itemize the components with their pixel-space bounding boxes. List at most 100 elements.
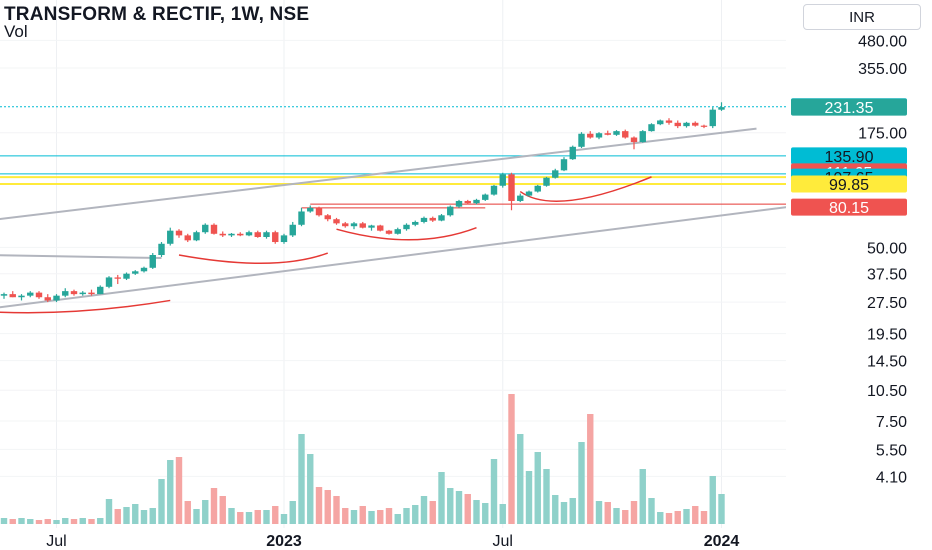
candle: [280, 233, 288, 244]
candle: [219, 231, 226, 237]
candle: [578, 132, 585, 149]
volume-bar: [315, 487, 323, 524]
volume-bar: [0, 518, 8, 524]
volume-bar: [193, 509, 200, 524]
candle: [263, 230, 270, 239]
candle: [604, 130, 611, 136]
candle: [648, 123, 655, 132]
volume-bar: [123, 507, 130, 524]
volume-bar: [27, 519, 34, 524]
volume-bar: [595, 501, 603, 524]
volume-bar: [350, 510, 358, 524]
y-tick-label: 4.10: [876, 469, 907, 486]
trend-line-2[interactable]: [0, 254, 162, 260]
drawing-lines: [0, 106, 836, 314]
price-label-red: 80.15: [791, 198, 907, 217]
volume-bar: [44, 519, 51, 524]
candle: [35, 291, 43, 299]
trend-line-0[interactable]: [0, 127, 757, 221]
currency-button[interactable]: INR: [803, 4, 921, 30]
candle: [342, 221, 349, 228]
volume-bar: [105, 499, 113, 524]
volume-bar: [622, 510, 629, 524]
candle: [595, 132, 603, 140]
volume-bar: [333, 496, 340, 524]
candle: [88, 289, 95, 296]
y-tick-label: 19.50: [867, 327, 907, 344]
pattern-curve-2[interactable]: [336, 226, 477, 241]
candle: [254, 230, 261, 238]
candle: [499, 172, 506, 188]
pattern-curve-1[interactable]: [178, 252, 329, 265]
price-label-text: 231.35: [825, 100, 874, 117]
volume-bar: [62, 518, 69, 524]
volume-bar: [604, 502, 611, 524]
volume-bar: [202, 500, 209, 524]
volume-bar: [552, 495, 559, 524]
volume-bar: [70, 519, 78, 524]
volume-bar: [219, 496, 226, 524]
candle: [385, 229, 393, 235]
candle: [193, 230, 200, 242]
volume-bar: [569, 498, 576, 524]
trend-line-1[interactable]: [0, 199, 836, 309]
volume-bar: [447, 488, 454, 524]
candle: [53, 294, 60, 303]
candle: [140, 266, 148, 273]
y-tick-label: 37.50: [867, 267, 907, 284]
volume-bar: [140, 510, 148, 524]
volume-bar: [158, 479, 165, 524]
y-tick-label: 175.00: [858, 126, 907, 143]
y-tick-label: 5.50: [876, 442, 907, 459]
price-label-green: 231.35: [791, 98, 907, 117]
volume-bar: [307, 454, 314, 524]
y-tick-label: 27.50: [867, 295, 907, 312]
candle: [657, 119, 664, 126]
candle: [639, 130, 646, 143]
price-axis-bg: [786, 0, 932, 550]
volume-bar: [709, 476, 716, 524]
volume-bar: [394, 514, 401, 524]
candle: [490, 184, 498, 196]
candle: [517, 193, 524, 203]
candle: [27, 291, 34, 298]
candle: [525, 190, 533, 197]
candle: [132, 270, 139, 275]
volume-bar: [543, 469, 550, 524]
volume-bar: [508, 394, 515, 524]
candle: [543, 176, 550, 187]
x-tick-label: 2023: [266, 533, 302, 550]
pattern-curve-0[interactable]: [0, 299, 171, 314]
candle: [158, 242, 165, 258]
volume-bar: [692, 506, 699, 524]
x-tick-label: 2024: [704, 533, 740, 550]
volume-bar: [254, 510, 261, 524]
volume-bar: [18, 518, 25, 524]
volume-bar: [35, 520, 43, 524]
candle: [167, 227, 174, 246]
volume-bar: [403, 508, 410, 524]
candle: [420, 216, 428, 224]
volume-bar: [499, 504, 506, 524]
volume-bar: [482, 503, 489, 524]
candle: [464, 199, 471, 205]
candle: [333, 217, 340, 225]
candlesticks: [0, 102, 725, 303]
candle: [315, 206, 323, 217]
candle: [114, 274, 121, 285]
volume-indicator-label[interactable]: Vol: [4, 22, 28, 41]
price-axis: 480.00 355.00 175.00 50.00 37.50 27.50 19.50 14…: [786, 0, 932, 550]
volume-bar: [359, 506, 366, 524]
volume-bar: [639, 469, 646, 524]
y-tick-label: 355.00: [858, 61, 907, 78]
volume-bar: [420, 496, 428, 524]
volume-bar: [657, 512, 664, 524]
candle: [630, 136, 638, 150]
candle: [97, 285, 104, 295]
price-label-text: 135.90: [825, 149, 874, 166]
candle: [665, 118, 673, 125]
candle: [79, 291, 86, 296]
candle: [272, 230, 279, 244]
